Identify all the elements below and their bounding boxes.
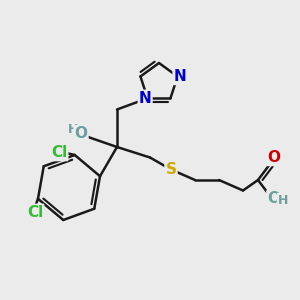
Text: H: H bbox=[278, 194, 288, 207]
Text: O: O bbox=[74, 126, 88, 141]
Text: O: O bbox=[267, 150, 280, 165]
Text: S: S bbox=[166, 162, 176, 177]
Text: O: O bbox=[267, 191, 280, 206]
Text: N: N bbox=[174, 69, 186, 84]
Text: N: N bbox=[139, 91, 152, 106]
Text: H: H bbox=[68, 123, 79, 136]
Text: Cl: Cl bbox=[27, 205, 43, 220]
Text: Cl: Cl bbox=[51, 145, 67, 160]
